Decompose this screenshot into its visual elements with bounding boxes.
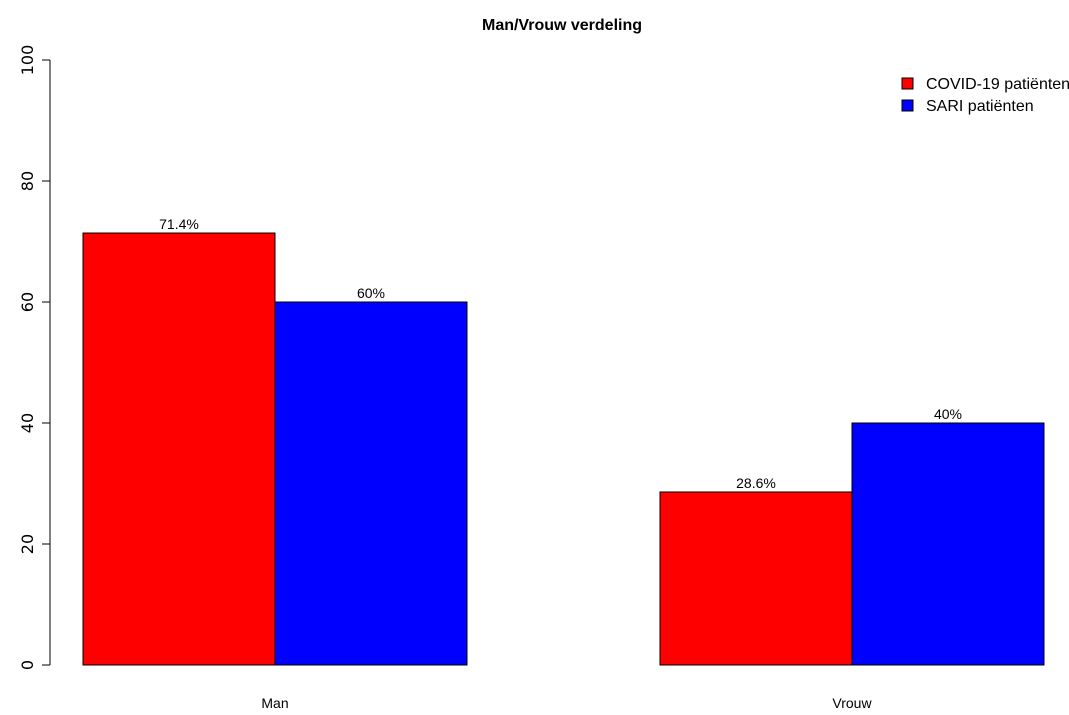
x-category-label: Man	[261, 695, 288, 711]
y-tick-label: 100	[18, 45, 37, 76]
x-category-label: Vrouw	[832, 695, 872, 711]
y-tick-label: 60	[18, 292, 37, 312]
legend-label: COVID-19 patiënten	[926, 76, 1069, 93]
chart-title: Man/Vrouw verdeling	[482, 17, 642, 34]
legend-label: SARI patiënten	[926, 98, 1034, 115]
data-label: 60%	[357, 285, 385, 301]
bar-man-series-2	[274, 301, 468, 666]
category-labels: Man Vrouw	[261, 695, 872, 711]
y-tick-label: 40	[18, 413, 37, 433]
y-axis: 0 20 40 60 80 100	[18, 45, 51, 670]
data-label: 40%	[934, 406, 962, 422]
legend-swatch	[901, 77, 914, 90]
y-tick-label: 20	[18, 534, 37, 554]
legend: COVID-19 patiënten SARI patiënten	[901, 76, 1069, 115]
bar-vrouw-series-1	[659, 491, 853, 666]
y-tick-label: 0	[18, 660, 37, 670]
bar-man-series-1	[82, 232, 276, 666]
y-tick-label: 80	[18, 171, 37, 191]
data-label: 71.4%	[159, 216, 199, 232]
bar-vrouw-series-2	[851, 422, 1045, 666]
legend-swatch	[901, 99, 914, 112]
bars-group: 71.4% 60% 28.6% 40%	[82, 216, 1045, 666]
data-label: 28.6%	[736, 475, 776, 491]
